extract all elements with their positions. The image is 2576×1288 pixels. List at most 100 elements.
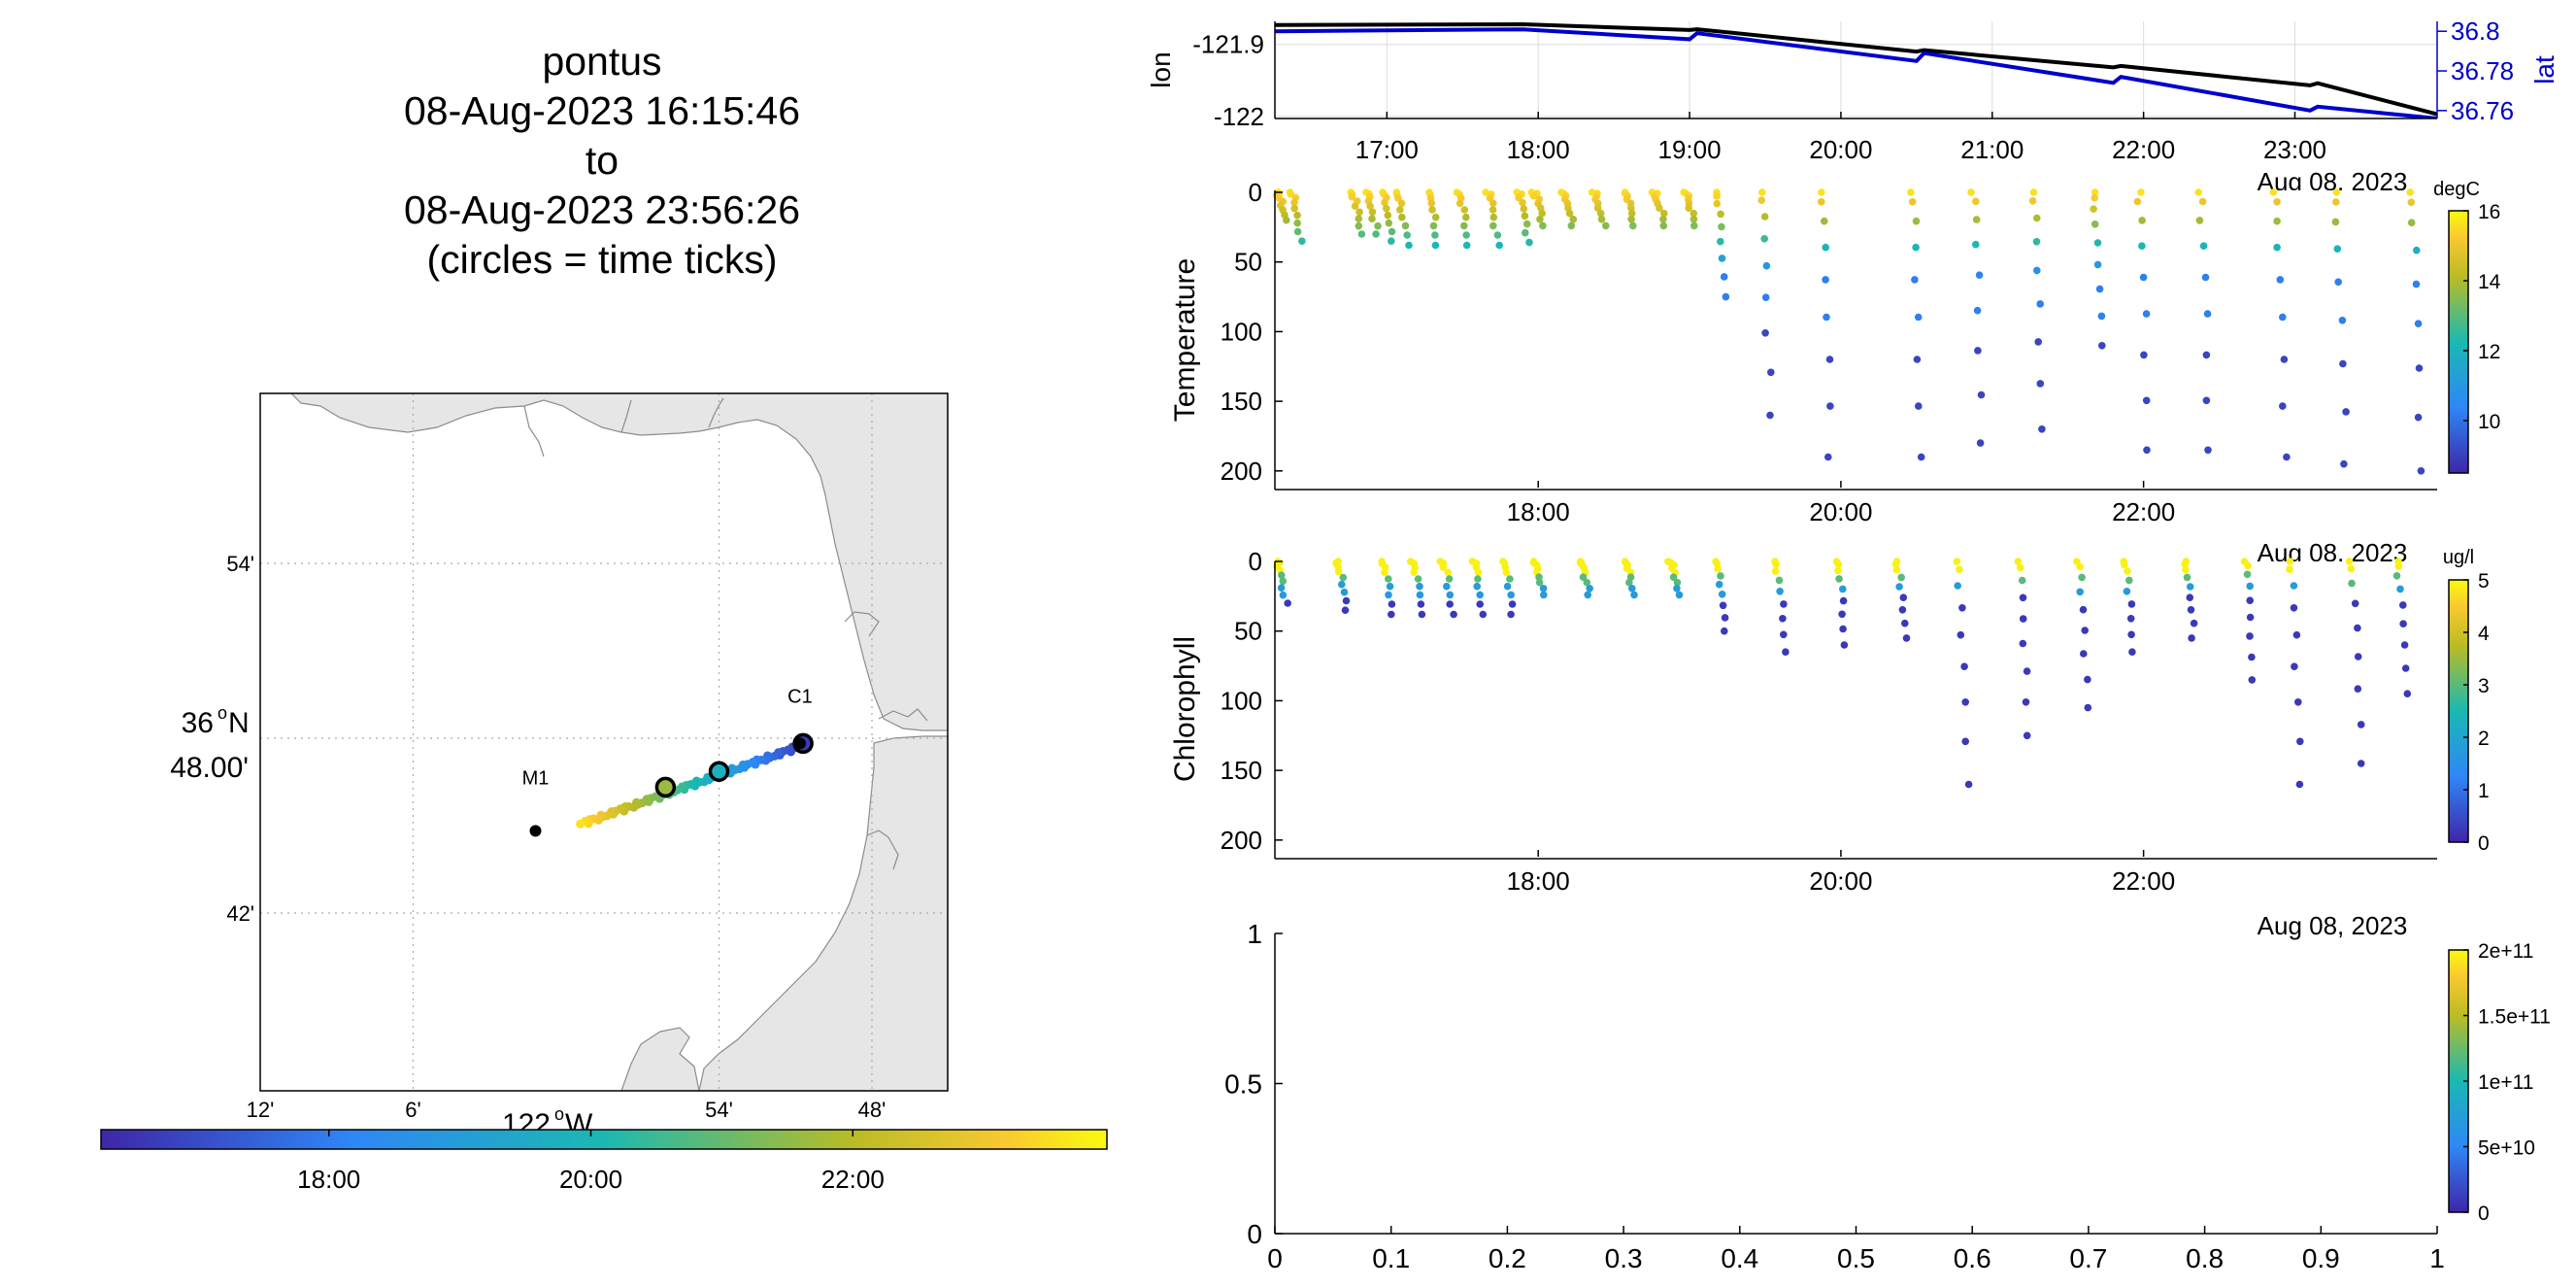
data-point bbox=[1629, 221, 1637, 230]
data-point bbox=[2121, 560, 2128, 569]
data-point bbox=[1536, 216, 1544, 223]
data-point bbox=[1446, 600, 1454, 608]
data-point bbox=[1293, 211, 1301, 220]
data-point bbox=[1958, 604, 1966, 612]
data-point bbox=[1283, 216, 1290, 224]
ytick-label: 100 bbox=[1221, 686, 1262, 715]
data-point bbox=[1417, 600, 1425, 608]
data-point bbox=[2014, 558, 2023, 565]
data-point bbox=[2399, 620, 2407, 627]
data-point bbox=[1529, 191, 1538, 200]
data-point bbox=[1579, 573, 1588, 581]
data-point bbox=[1960, 662, 1968, 670]
data-point bbox=[1826, 402, 1834, 410]
lat-tick-label: 36.8 bbox=[2451, 17, 2500, 46]
data-point bbox=[1479, 610, 1488, 619]
empty-ytick-label: 0.5 bbox=[1224, 1069, 1262, 1100]
lonlat-lines bbox=[1275, 21, 2437, 119]
xtick-label: 22:00 bbox=[2112, 497, 2175, 526]
empty-xtick-label: 0.8 bbox=[2186, 1243, 2224, 1273]
data-point bbox=[1779, 615, 1787, 623]
data-point bbox=[2029, 188, 2038, 196]
data-point bbox=[2038, 425, 2046, 433]
data-point bbox=[1388, 600, 1396, 608]
lonlat-xtick-label: 21:00 bbox=[1960, 135, 2024, 164]
data-point bbox=[1689, 209, 1698, 218]
data-point bbox=[1338, 580, 1346, 589]
lat-tick-label: 36.78 bbox=[2451, 56, 2514, 85]
data-point bbox=[1416, 591, 1424, 599]
time-tick-circle bbox=[708, 761, 730, 782]
ytick-label: 150 bbox=[1221, 387, 1262, 416]
lon-axis-label: lon bbox=[1146, 51, 1176, 87]
data-point bbox=[2188, 634, 2195, 642]
data-point bbox=[2413, 246, 2421, 254]
data-point bbox=[1293, 227, 1302, 236]
data-point bbox=[2182, 565, 2190, 574]
data-point bbox=[1721, 627, 1728, 635]
land-north bbox=[260, 393, 948, 731]
data-point bbox=[1439, 563, 1447, 571]
ytick-label: 100 bbox=[1221, 317, 1262, 346]
data-point bbox=[2273, 217, 2281, 225]
lat-tick-label: 54' bbox=[226, 552, 254, 576]
map-colorbar-ticks: 18:00 20:00 22:00 bbox=[297, 1130, 885, 1194]
data-point bbox=[1914, 313, 1923, 322]
data-point bbox=[1503, 582, 1512, 591]
data-point bbox=[1507, 610, 1515, 619]
data-point bbox=[1444, 568, 1453, 577]
data-point bbox=[2078, 573, 2086, 582]
lon-tick-label: 48' bbox=[858, 1098, 887, 1122]
mooring-label: M1 bbox=[522, 767, 550, 789]
colorbar-tick-label: 16 bbox=[2478, 201, 2500, 223]
data-point bbox=[1342, 596, 1351, 605]
colorbar-tick-label: 3 bbox=[2478, 675, 2490, 697]
lat-degree-label: 36 bbox=[182, 707, 214, 739]
temperature-colorbar bbox=[2448, 210, 2469, 474]
data-point bbox=[1821, 217, 1828, 225]
data-point bbox=[1715, 580, 1723, 589]
data-point bbox=[1719, 601, 1727, 610]
data-point bbox=[2292, 630, 2301, 639]
data-point bbox=[2186, 583, 2194, 591]
data-point bbox=[1298, 237, 1306, 245]
data-point bbox=[1760, 235, 1768, 243]
title-to: to bbox=[585, 138, 619, 183]
data-point bbox=[1366, 202, 1374, 210]
data-point bbox=[1891, 560, 1900, 568]
map-graticule bbox=[260, 393, 948, 1091]
data-point bbox=[2244, 561, 2252, 570]
data-point bbox=[1540, 591, 1548, 599]
data-point bbox=[1897, 573, 1905, 582]
data-point bbox=[1368, 208, 1377, 217]
data-point bbox=[2415, 364, 2424, 372]
data-point bbox=[2290, 604, 2298, 612]
data-point bbox=[1972, 197, 1980, 206]
data-point bbox=[1450, 610, 1457, 619]
data-point bbox=[1410, 568, 1418, 577]
data-point bbox=[1455, 199, 1464, 208]
data-point bbox=[2357, 760, 2365, 767]
data-point bbox=[2246, 613, 2255, 622]
data-point bbox=[1414, 575, 1422, 583]
data-point bbox=[2276, 276, 2285, 284]
data-point bbox=[2334, 278, 2342, 287]
map-colorbar-bar bbox=[100, 1129, 1108, 1150]
temperature-tick-labels: 0 50 100 150 200 18:00 20:00 22:00 bbox=[1221, 178, 2176, 526]
data-point bbox=[1385, 575, 1392, 583]
data-point bbox=[1489, 199, 1497, 208]
data-point bbox=[2076, 588, 2084, 596]
data-point bbox=[1418, 610, 1426, 619]
data-point bbox=[2342, 408, 2350, 416]
data-point bbox=[1596, 209, 1605, 218]
lon-tick-label: 54' bbox=[705, 1098, 733, 1122]
data-point bbox=[1357, 230, 1366, 238]
data-point bbox=[1401, 221, 1410, 230]
data-point bbox=[1974, 347, 1982, 355]
data-point bbox=[1515, 193, 1522, 202]
data-point bbox=[1482, 188, 1489, 196]
data-point bbox=[1396, 206, 1404, 214]
data-point bbox=[1473, 582, 1481, 591]
data-point bbox=[1372, 230, 1380, 238]
